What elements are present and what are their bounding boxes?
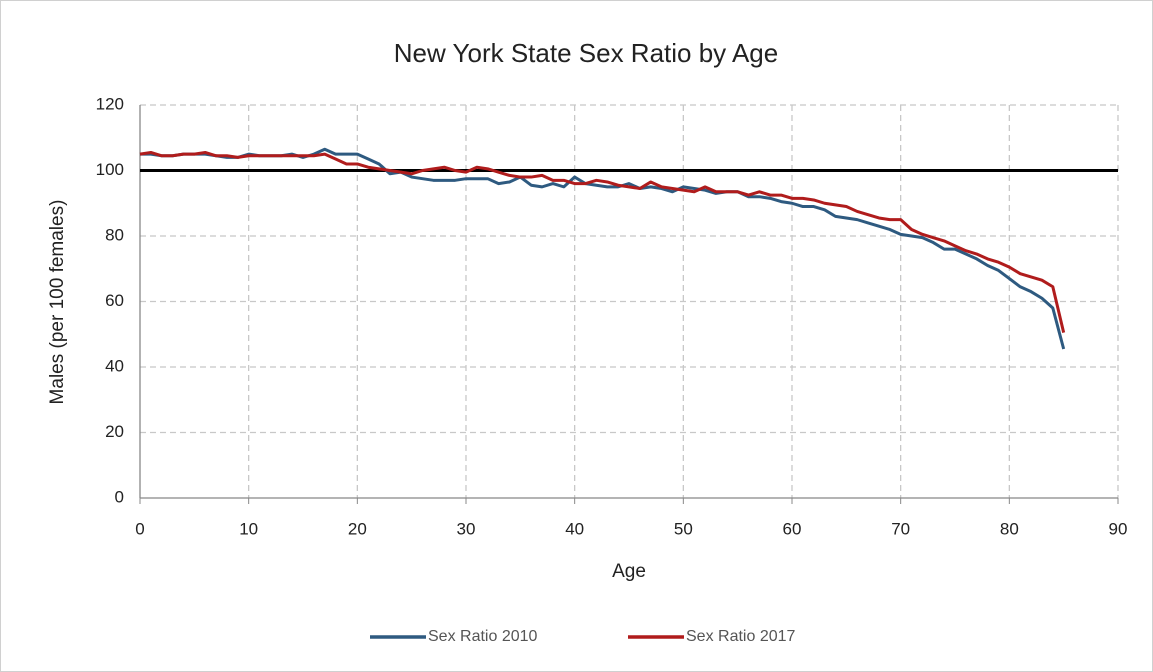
y-tick-label: 80 xyxy=(105,225,124,244)
y-tick-label: 60 xyxy=(105,291,124,310)
y-tick-label: 40 xyxy=(105,356,124,375)
x-tick-label: 90 xyxy=(1109,519,1128,538)
x-tick-label: 20 xyxy=(348,519,367,538)
x-tick-label: 40 xyxy=(565,519,584,538)
x-tick-label: 60 xyxy=(783,519,802,538)
y-tick-label: 20 xyxy=(105,422,124,441)
y-tick-label: 100 xyxy=(96,160,124,179)
x-tick-label: 0 xyxy=(135,519,144,538)
y-axis-label: Males (per 100 females) xyxy=(47,200,68,405)
x-tick-label: 10 xyxy=(239,519,258,538)
x-tick-label: 70 xyxy=(891,519,910,538)
x-tick-label: 30 xyxy=(457,519,476,538)
chart-title: New York State Sex Ratio by Age xyxy=(394,38,778,68)
y-tick-label: 0 xyxy=(115,487,124,506)
series-line xyxy=(139,150,1066,333)
x-tick-label: 80 xyxy=(1000,519,1019,538)
x-tick-label: 50 xyxy=(674,519,693,538)
legend-label: Sex Ratio 2017 xyxy=(686,628,796,645)
legend-label: Sex Ratio 2010 xyxy=(428,628,538,645)
y-tick-label: 120 xyxy=(96,94,124,113)
x-axis-label: Age xyxy=(612,561,646,582)
